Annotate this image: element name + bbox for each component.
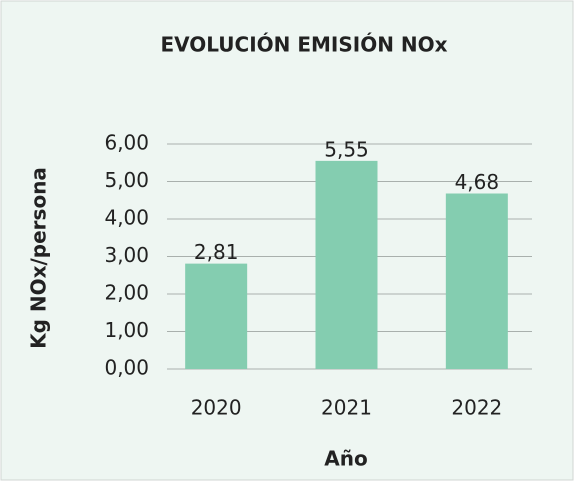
y-tick-label: 2,00 bbox=[104, 281, 149, 305]
x-tick-label: 2022 bbox=[451, 396, 502, 420]
y-tick-label: 3,00 bbox=[104, 243, 149, 267]
y-tick-label: 0,00 bbox=[104, 356, 149, 380]
data-label: 4,68 bbox=[455, 170, 500, 194]
bar bbox=[445, 193, 508, 369]
bar bbox=[185, 263, 248, 369]
bar bbox=[315, 160, 378, 369]
data-label: 2,81 bbox=[194, 240, 239, 264]
y-axis-label: Kg NOx/persona bbox=[27, 167, 51, 349]
y-tick-label: 1,00 bbox=[104, 318, 149, 342]
x-tick-label: 2020 bbox=[191, 396, 242, 420]
y-tick-label: 5,00 bbox=[104, 168, 149, 192]
x-axis-label: Año bbox=[324, 447, 367, 471]
x-tick-label: 2021 bbox=[321, 396, 372, 420]
y-tick-label: 4,00 bbox=[104, 206, 149, 230]
data-label: 5,55 bbox=[324, 137, 369, 161]
y-tick-label: 6,00 bbox=[104, 131, 149, 155]
chart-title: EVOLUCIÓN EMISIÓN NOx bbox=[160, 33, 447, 57]
